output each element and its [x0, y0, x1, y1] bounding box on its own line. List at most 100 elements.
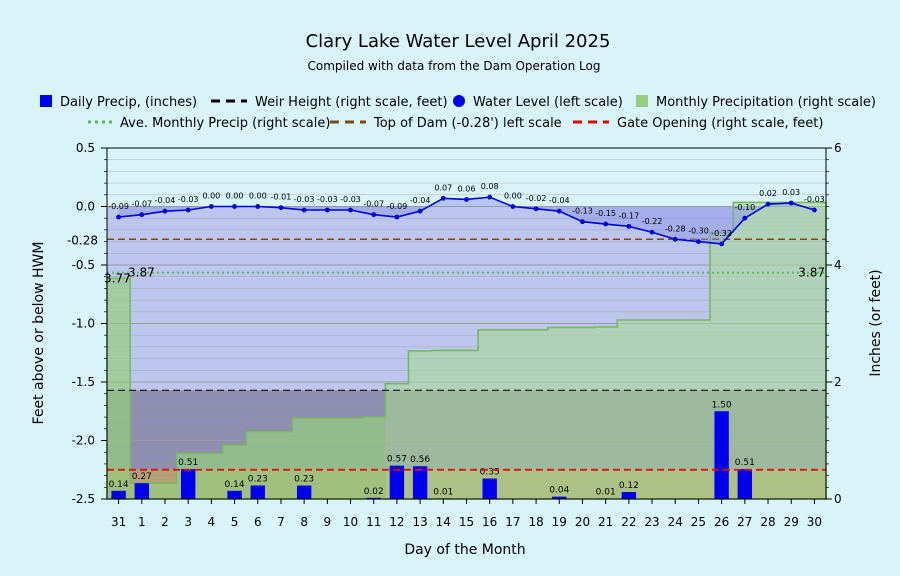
precip-bar: [227, 490, 242, 499]
top-of-dam-label: -0.28: [67, 233, 98, 247]
x-tick-label: 8: [300, 515, 308, 529]
x-tick-label: 27: [737, 515, 752, 529]
legend-label: Water Level (left scale): [473, 95, 623, 110]
precip-bar: [296, 485, 312, 499]
legend-label: Monthly Precipitation (right scale): [656, 95, 876, 110]
right-tick-label: 0: [834, 492, 842, 506]
x-tick-label: 20: [575, 515, 590, 529]
water-level-fill: [118, 197, 815, 244]
x-tick-label: 24: [668, 515, 683, 529]
precip-bar: [412, 466, 428, 499]
water-level-point: [139, 212, 145, 218]
water-level-label: -0.07: [131, 200, 152, 209]
water-level-point: [324, 207, 330, 213]
legend-item: Gate Opening (right scale, feet): [573, 116, 823, 131]
legend-item: Ave. Monthly Precip (right scale): [88, 116, 330, 131]
water-level-point: [788, 200, 794, 206]
right-tick-label: 2: [834, 375, 842, 389]
water-level-point: [603, 221, 609, 227]
avg-precip-label-right: 3.87: [798, 266, 825, 280]
precip-label: 0.12: [619, 481, 639, 491]
water-level-point: [417, 208, 423, 214]
precip-bar: [552, 496, 567, 499]
left-tick-label: -2.0: [72, 434, 95, 448]
x-tick-label: 29: [784, 515, 799, 529]
water-level-point: [626, 223, 632, 229]
water-level-point: [116, 214, 121, 220]
chart-title: Clary Lake Water Level April 2025: [306, 31, 611, 52]
water-level-label: -0.17: [619, 211, 640, 220]
water-level-point: [440, 195, 446, 201]
x-tick-label: 30: [807, 515, 822, 529]
water-level-label: -0.04: [410, 196, 431, 205]
water-level-label: -0.15: [595, 209, 616, 218]
x-tick-label: 25: [691, 515, 706, 529]
legend-label: Gate Opening (right scale, feet): [617, 116, 823, 131]
precip-label: 0.01: [433, 487, 453, 497]
water-level-point: [580, 219, 585, 225]
legend-swatch: [636, 95, 648, 107]
x-tick-label: 18: [528, 515, 543, 529]
water-level-point: [208, 204, 214, 209]
water-level-label: -0.03: [294, 195, 315, 204]
precip-label: 0.14: [225, 480, 245, 490]
precip-label: 0.04: [549, 486, 569, 496]
water-level-point: [812, 207, 817, 213]
precip-label: 0.23: [248, 475, 268, 485]
precip-bar: [250, 485, 265, 499]
legend-swatch: [453, 95, 465, 107]
water-level-point: [348, 207, 353, 213]
legend-label: Top of Dam (-0.28') left scale: [373, 116, 562, 131]
precip-bar: [621, 491, 637, 499]
x-tick-label: 26: [714, 515, 729, 529]
precip-bar: [714, 411, 729, 499]
x-axis-label: Day of the Month: [404, 542, 525, 558]
water-level-label: -0.10: [734, 203, 755, 212]
water-level-label: -0.04: [155, 196, 176, 205]
x-tick-label: 28: [760, 515, 775, 529]
x-tick-label: 17: [505, 515, 520, 529]
precip-bar: [180, 469, 196, 499]
right-tick-label: 6: [834, 141, 842, 155]
water-level-point: [255, 204, 261, 209]
water-level-point: [278, 205, 284, 211]
precip-label: 1.50: [712, 400, 732, 410]
monthly-precip-prev-area: [107, 278, 386, 499]
water-level-label: -0.07: [363, 200, 384, 209]
precip-bar: [134, 483, 149, 499]
precip-label: 0.01: [596, 487, 616, 497]
x-tick-label: 1: [138, 515, 146, 529]
left-tick-label: 0.0: [76, 200, 95, 214]
legend-item: Top of Dam (-0.28') left scale: [330, 116, 562, 131]
water-level-point: [394, 214, 400, 220]
first-monthly-label: 3.77: [104, 271, 131, 285]
x-tick-label: 2: [161, 515, 169, 529]
x-tick-label: 10: [343, 515, 358, 529]
water-level-label: 0.00: [504, 192, 522, 201]
water-level-point: [487, 194, 493, 200]
water-level-label: 0.02: [759, 189, 777, 198]
water-level-point: [696, 239, 701, 245]
precip-label: 0.14: [109, 480, 129, 490]
water-level-label: -0.13: [572, 207, 593, 216]
water-level-label: 0.08: [481, 182, 499, 191]
water-level-point: [533, 206, 539, 212]
precip-label: 0.51: [735, 458, 755, 468]
water-level-label: -0.02: [526, 194, 547, 203]
x-tick-label: 16: [482, 515, 497, 529]
water-level-label: -0.01: [271, 193, 292, 202]
precip-bar: [366, 497, 381, 499]
water-level-point: [765, 201, 771, 207]
x-tick-label: 6: [254, 515, 262, 529]
left-axis-label: Feet above or below HWM: [31, 242, 47, 425]
water-level-label: 0.00: [202, 192, 220, 201]
water-level-label: -0.03: [317, 195, 338, 204]
water-level-point: [185, 207, 191, 213]
water-level-point: [719, 241, 725, 247]
precip-bar: [389, 465, 405, 499]
water-level-point: [649, 229, 655, 235]
water-level-label: 0.00: [249, 192, 267, 201]
water-level-point: [510, 204, 516, 209]
water-level-point: [556, 208, 562, 214]
